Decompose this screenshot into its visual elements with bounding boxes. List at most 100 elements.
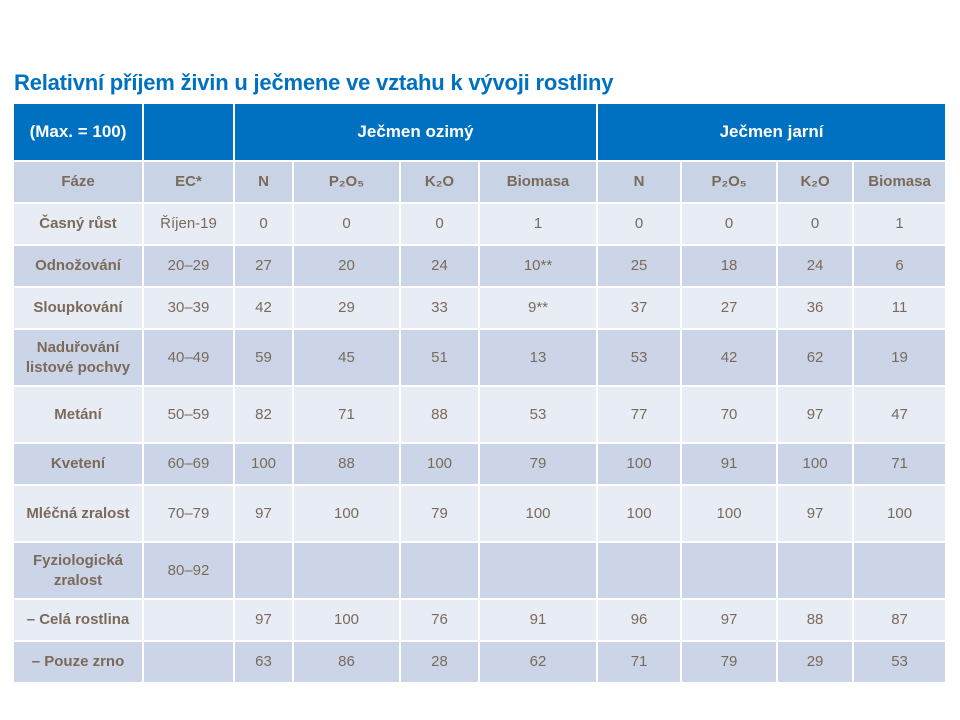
value-cell: 45 bbox=[292, 328, 401, 387]
phase-cell: Odnožování bbox=[12, 244, 144, 288]
value-cell: 18 bbox=[680, 244, 779, 288]
value-cell: 47 bbox=[852, 385, 948, 444]
column-header: N bbox=[233, 160, 294, 204]
value-cell: 96 bbox=[596, 598, 683, 642]
value-cell: 1 bbox=[852, 202, 948, 246]
phase-cell: Kvetení bbox=[12, 442, 144, 486]
column-header: EC* bbox=[142, 160, 235, 204]
value-cell: 97 bbox=[680, 598, 779, 642]
table-row: Sloupkování 30–39 42 29 33 9** 37 27 36 11 bbox=[12, 286, 948, 330]
value-cell: 20 bbox=[292, 244, 401, 288]
value-cell: 29 bbox=[776, 640, 855, 684]
value-cell: 97 bbox=[233, 484, 294, 543]
value-cell: 24 bbox=[776, 244, 855, 288]
value-cell: 0 bbox=[399, 202, 480, 246]
value-cell: 24 bbox=[399, 244, 480, 288]
ec-cell bbox=[142, 598, 235, 642]
value-cell: 77 bbox=[596, 385, 683, 444]
phase-cell: – Pouze zrno bbox=[12, 640, 144, 684]
table-row: Odnožování 20–29 27 20 24 10** 25 18 24 6 bbox=[12, 244, 948, 288]
value-cell bbox=[477, 541, 599, 600]
value-cell bbox=[596, 541, 683, 600]
value-cell: 62 bbox=[477, 640, 599, 684]
ec-cell: 50–59 bbox=[142, 385, 235, 444]
value-cell: 79 bbox=[477, 442, 599, 486]
column-header: K₂O bbox=[399, 160, 480, 204]
value-cell: 100 bbox=[292, 598, 401, 642]
value-cell: 97 bbox=[233, 598, 294, 642]
value-cell: 27 bbox=[233, 244, 294, 288]
value-cell: 97 bbox=[776, 385, 855, 444]
value-cell: 9** bbox=[477, 286, 599, 330]
value-cell bbox=[852, 541, 948, 600]
value-cell: 13 bbox=[477, 328, 599, 387]
value-cell bbox=[292, 541, 401, 600]
ec-cell: 80–92 bbox=[142, 541, 235, 600]
value-cell: 86 bbox=[292, 640, 401, 684]
column-header: N bbox=[596, 160, 683, 204]
value-cell: 91 bbox=[477, 598, 599, 642]
value-cell: 33 bbox=[399, 286, 480, 330]
corner-cell: (Max. = 100) bbox=[12, 102, 144, 162]
table-row: – Pouze zrno 63 86 28 62 71 79 29 53 bbox=[12, 640, 948, 684]
column-header: Biomasa bbox=[477, 160, 599, 204]
value-cell: 10** bbox=[477, 244, 599, 288]
column-header: P₂O₅ bbox=[292, 160, 401, 204]
value-cell: 100 bbox=[596, 484, 683, 543]
value-cell: 0 bbox=[233, 202, 294, 246]
value-cell: 88 bbox=[776, 598, 855, 642]
value-cell: 53 bbox=[596, 328, 683, 387]
value-cell bbox=[233, 541, 294, 600]
value-cell: 82 bbox=[233, 385, 294, 444]
ec-cell: 60–69 bbox=[142, 442, 235, 486]
phase-cell: – Celá rostlina bbox=[12, 598, 144, 642]
value-cell: 88 bbox=[292, 442, 401, 486]
value-cell: 79 bbox=[399, 484, 480, 543]
value-cell: 25 bbox=[596, 244, 683, 288]
value-cell: 79 bbox=[680, 640, 779, 684]
ec-cell: Říjen-19 bbox=[142, 202, 235, 246]
value-cell: 88 bbox=[399, 385, 480, 444]
value-cell: 71 bbox=[292, 385, 401, 444]
table-row: Naduřování listové pochvy 40–49 59 45 51 13 53… bbox=[12, 328, 948, 387]
value-cell: 0 bbox=[680, 202, 779, 246]
ec-cell: 40–49 bbox=[142, 328, 235, 387]
value-cell: 0 bbox=[776, 202, 855, 246]
table-row: Mléčná zralost 70–79 97 100 79 100 100 100 97 100 bbox=[12, 484, 948, 543]
table-row: Metání 50–59 82 71 88 53 77 70 97 47 bbox=[12, 385, 948, 444]
value-cell: 6 bbox=[852, 244, 948, 288]
value-cell: 71 bbox=[852, 442, 948, 486]
value-cell: 100 bbox=[233, 442, 294, 486]
value-cell: 53 bbox=[852, 640, 948, 684]
ec-cell bbox=[142, 640, 235, 684]
group-header-row: (Max. = 100) Ječmen ozimý Ječmen jarní bbox=[12, 102, 948, 162]
value-cell bbox=[680, 541, 779, 600]
value-cell: 70 bbox=[680, 385, 779, 444]
value-cell: 59 bbox=[233, 328, 294, 387]
phase-cell: Metání bbox=[12, 385, 144, 444]
column-header: K₂O bbox=[776, 160, 855, 204]
value-cell: 27 bbox=[680, 286, 779, 330]
column-header: Fáze bbox=[12, 160, 144, 204]
value-cell: 0 bbox=[596, 202, 683, 246]
value-cell: 100 bbox=[776, 442, 855, 486]
phase-cell: Časný růst bbox=[12, 202, 144, 246]
value-cell: 87 bbox=[852, 598, 948, 642]
value-cell: 29 bbox=[292, 286, 401, 330]
value-cell: 100 bbox=[399, 442, 480, 486]
group-header-winter: Ječmen ozimý bbox=[232, 102, 599, 162]
value-cell: 51 bbox=[399, 328, 480, 387]
value-cell: 100 bbox=[596, 442, 683, 486]
table-row: Fyziologická zralost 80–92 bbox=[12, 541, 948, 600]
value-cell: 53 bbox=[477, 385, 599, 444]
table-row: Časný růst Říjen-19 0 0 0 1 0 0 0 1 bbox=[12, 202, 948, 246]
group-header-spring: Ječmen jarní bbox=[596, 102, 948, 162]
value-cell: 42 bbox=[680, 328, 779, 387]
column-header-row: Fáze EC* N P₂O₅ K₂O Biomasa N P₂O₅ K₂O Biomasa bbox=[12, 160, 948, 204]
value-cell: 1 bbox=[477, 202, 599, 246]
value-cell: 97 bbox=[776, 484, 855, 543]
value-cell: 91 bbox=[680, 442, 779, 486]
value-cell: 36 bbox=[776, 286, 855, 330]
value-cell: 100 bbox=[477, 484, 599, 543]
value-cell: 0 bbox=[292, 202, 401, 246]
